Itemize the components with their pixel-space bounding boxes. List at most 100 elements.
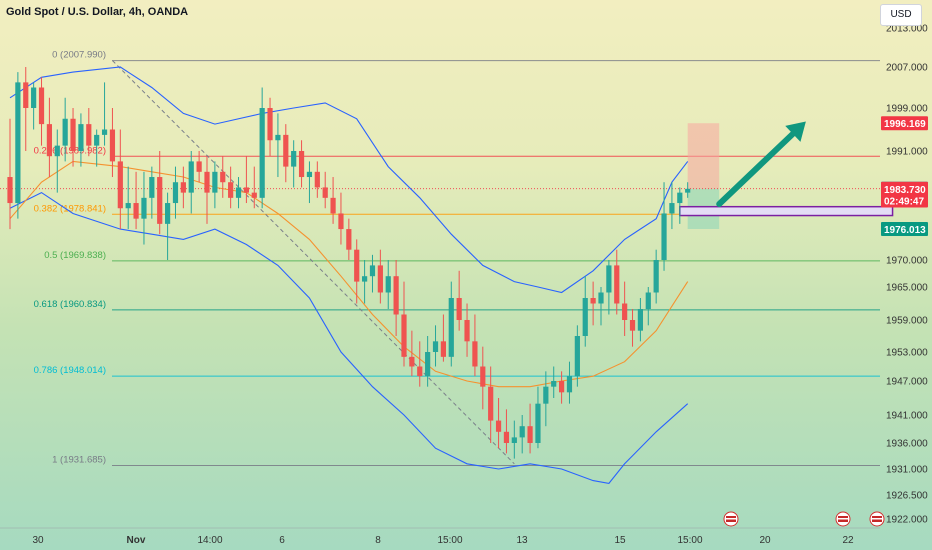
candle-body <box>488 386 494 421</box>
candle-body <box>582 298 588 336</box>
price-tag: 02:49:47 <box>881 193 928 208</box>
candle-body <box>598 292 604 304</box>
candle-body <box>401 314 407 357</box>
candle-body <box>220 171 226 183</box>
price-tick-label: 1999.000 <box>886 104 928 115</box>
candle-body <box>172 182 179 204</box>
economic-event-icon <box>723 511 739 527</box>
candle-body <box>456 298 462 320</box>
profit-target-zone <box>687 123 720 189</box>
candle-body <box>228 182 234 198</box>
candle-body <box>645 292 651 309</box>
candle-body <box>629 320 636 331</box>
fib-label: 0.5 (1969.838) <box>44 250 106 261</box>
moving-average <box>9 160 689 388</box>
price-tag-bg <box>881 116 928 131</box>
time-tick-label: 6 <box>279 535 285 546</box>
time-tick-label: 30 <box>32 535 44 546</box>
price-tag-bg <box>881 193 928 208</box>
candle-body <box>464 320 470 342</box>
candle-body <box>385 276 391 293</box>
candle-body <box>511 437 517 443</box>
candle-body <box>259 108 265 198</box>
price-tick-label: 1970.000 <box>886 256 928 267</box>
bollinger-upper <box>9 66 689 294</box>
time-tick-label: 13 <box>516 535 528 546</box>
candle-body <box>566 376 573 393</box>
candle-body <box>338 213 344 230</box>
candle-body <box>149 177 155 198</box>
fib-label: 0.382 (1978.841) <box>34 203 106 214</box>
candle-body <box>283 134 289 167</box>
candle-body <box>425 352 431 377</box>
candle-body <box>432 341 439 352</box>
time-tick-label: 15 <box>614 535 626 546</box>
candle-body <box>23 82 29 108</box>
candle-body <box>54 145 60 157</box>
price-tag-label: 1996.169 <box>884 119 926 130</box>
candle-body <box>503 431 510 443</box>
price-tick-label: 1965.000 <box>886 283 928 294</box>
fib-label: 0.236 (1989.982) <box>34 145 106 156</box>
candle-body <box>417 366 423 377</box>
time-tick-label: 22 <box>842 535 854 546</box>
candle-body <box>527 426 533 443</box>
candle-body <box>46 124 52 157</box>
candle-body <box>275 134 281 141</box>
fib-label: 0.618 (1960.834) <box>34 299 106 310</box>
candle-body <box>354 249 360 282</box>
candle-body <box>669 203 675 214</box>
candle-body <box>393 276 399 315</box>
price-tag-label: 1976.013 <box>884 225 926 236</box>
candle-body <box>314 171 320 188</box>
candle-body <box>495 420 502 432</box>
candle-body <box>133 203 139 219</box>
bullish-arrow-head <box>785 121 806 142</box>
candle-body <box>362 276 368 282</box>
candle-body <box>448 298 454 357</box>
candle-body <box>369 265 376 277</box>
candle-body <box>78 124 84 151</box>
candle-body <box>661 213 667 260</box>
candle-body <box>204 171 210 193</box>
price-tick-label: 1991.000 <box>886 147 928 158</box>
candles <box>7 67 691 459</box>
candle-body <box>267 108 273 141</box>
bullish-arrow <box>716 130 796 208</box>
candle-body <box>574 336 580 377</box>
economic-event-icon <box>835 511 851 527</box>
price-tick-label: 1947.000 <box>886 377 928 388</box>
bollinger-lower <box>9 191 689 484</box>
candle-body <box>235 187 242 198</box>
economic-event-icon <box>869 511 885 527</box>
candle-body <box>157 177 163 224</box>
candle-body <box>472 341 478 367</box>
candle-body <box>117 161 123 209</box>
time-tick-label: 8 <box>375 535 381 546</box>
candle-body <box>653 260 659 293</box>
candle-body <box>543 386 549 404</box>
candle-body <box>519 426 525 438</box>
fib-label: 0 (2007.990) <box>52 50 106 61</box>
candle-body <box>306 171 313 178</box>
candle-body <box>614 265 620 304</box>
flag-stripe-white <box>872 518 882 520</box>
price-tick-label: 1936.000 <box>886 439 928 450</box>
candle-body <box>590 298 596 304</box>
price-tick-label: 1959.000 <box>886 316 928 327</box>
candle-body <box>38 87 45 125</box>
currency-button[interactable]: USD <box>880 4 922 26</box>
price-tick-label: 1926.500 <box>886 491 928 502</box>
time-tick-label: 15:00 <box>437 535 462 546</box>
price-tag-label: 02:49:47 <box>884 196 924 207</box>
fib-levels: 0 (2007.990) 0.236 (1989.982) 0.382 (1978.… <box>34 50 880 466</box>
candle-body <box>606 265 612 293</box>
price-tick-label: 1922.000 <box>886 515 928 526</box>
time-tick-label: Nov <box>127 535 146 546</box>
time-tick-label: 15:00 <box>677 535 702 546</box>
price-tag-bg <box>881 222 928 236</box>
candle-body <box>125 203 131 209</box>
candle-body <box>196 161 202 172</box>
